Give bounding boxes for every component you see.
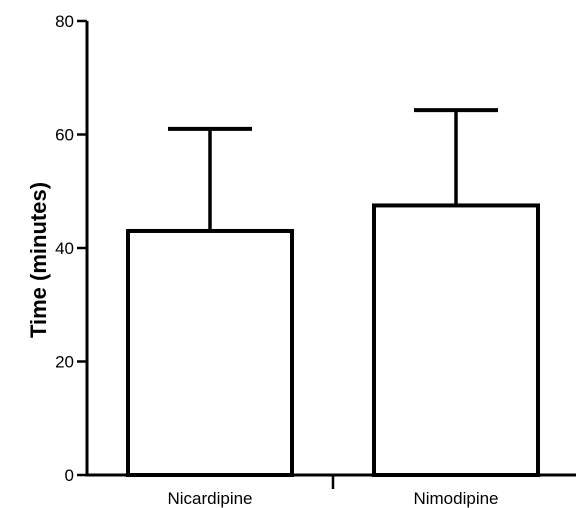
- bar-nimodipine: [372, 203, 540, 477]
- y-tick-label: 60: [55, 126, 74, 145]
- y-tick-label: 0: [65, 466, 74, 485]
- x-tick-label: Nimodipine: [413, 489, 498, 508]
- y-axis-title: Time (minutes): [26, 182, 51, 338]
- y-ticks: 0 20 40 60 80: [55, 12, 87, 485]
- error-bars: [168, 108, 498, 231]
- y-tick-label: 20: [55, 353, 74, 372]
- bars: [126, 203, 540, 477]
- bar-nicardipine: [126, 228, 294, 477]
- y-tick-label: 40: [55, 239, 74, 258]
- x-tick-labels: Nicardipine Nimodipine: [167, 489, 498, 508]
- y-tick-label: 80: [55, 12, 74, 31]
- x-tick-label: Nicardipine: [167, 489, 252, 508]
